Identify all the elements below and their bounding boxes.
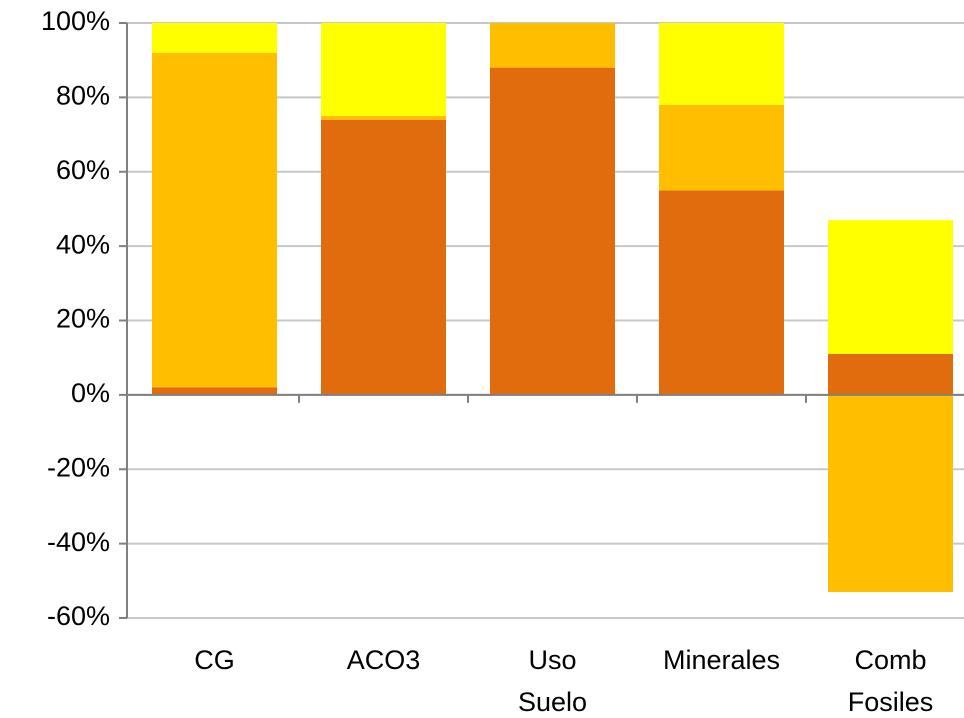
bar-segment bbox=[321, 115, 446, 120]
bar-segment bbox=[490, 67, 615, 395]
bar-segment bbox=[152, 23, 277, 53]
y-tick-label: 40% bbox=[56, 229, 110, 259]
y-tick-label: 20% bbox=[56, 304, 110, 334]
bar-segment bbox=[828, 394, 953, 592]
x-tick-label: ACO3 bbox=[347, 645, 421, 675]
y-tick-label: 100% bbox=[41, 6, 110, 36]
x-tick-label: CG bbox=[194, 645, 235, 675]
y-tick-label: 60% bbox=[56, 155, 110, 185]
y-tick-label: 80% bbox=[56, 81, 110, 111]
bar-segment bbox=[321, 119, 446, 395]
bar-segment bbox=[828, 353, 953, 395]
x-tick-label: Minerales bbox=[663, 645, 780, 675]
bar-segment bbox=[152, 387, 277, 395]
y-tick-label: -20% bbox=[47, 452, 110, 482]
y-tick-label: 0% bbox=[71, 378, 110, 408]
bar-segment bbox=[659, 104, 784, 191]
y-tick-label: -40% bbox=[47, 527, 110, 557]
x-tick-label: Uso Suelo bbox=[518, 645, 587, 717]
x-tick-label: Comb Fosiles bbox=[848, 645, 934, 717]
bar-segment bbox=[321, 23, 446, 116]
bar-segment bbox=[152, 52, 277, 388]
y-tick-label: -60% bbox=[47, 601, 110, 631]
bar-segment bbox=[659, 190, 784, 395]
bar-segment bbox=[490, 23, 615, 68]
bar-segment bbox=[828, 220, 953, 354]
bar-segment bbox=[659, 23, 784, 105]
